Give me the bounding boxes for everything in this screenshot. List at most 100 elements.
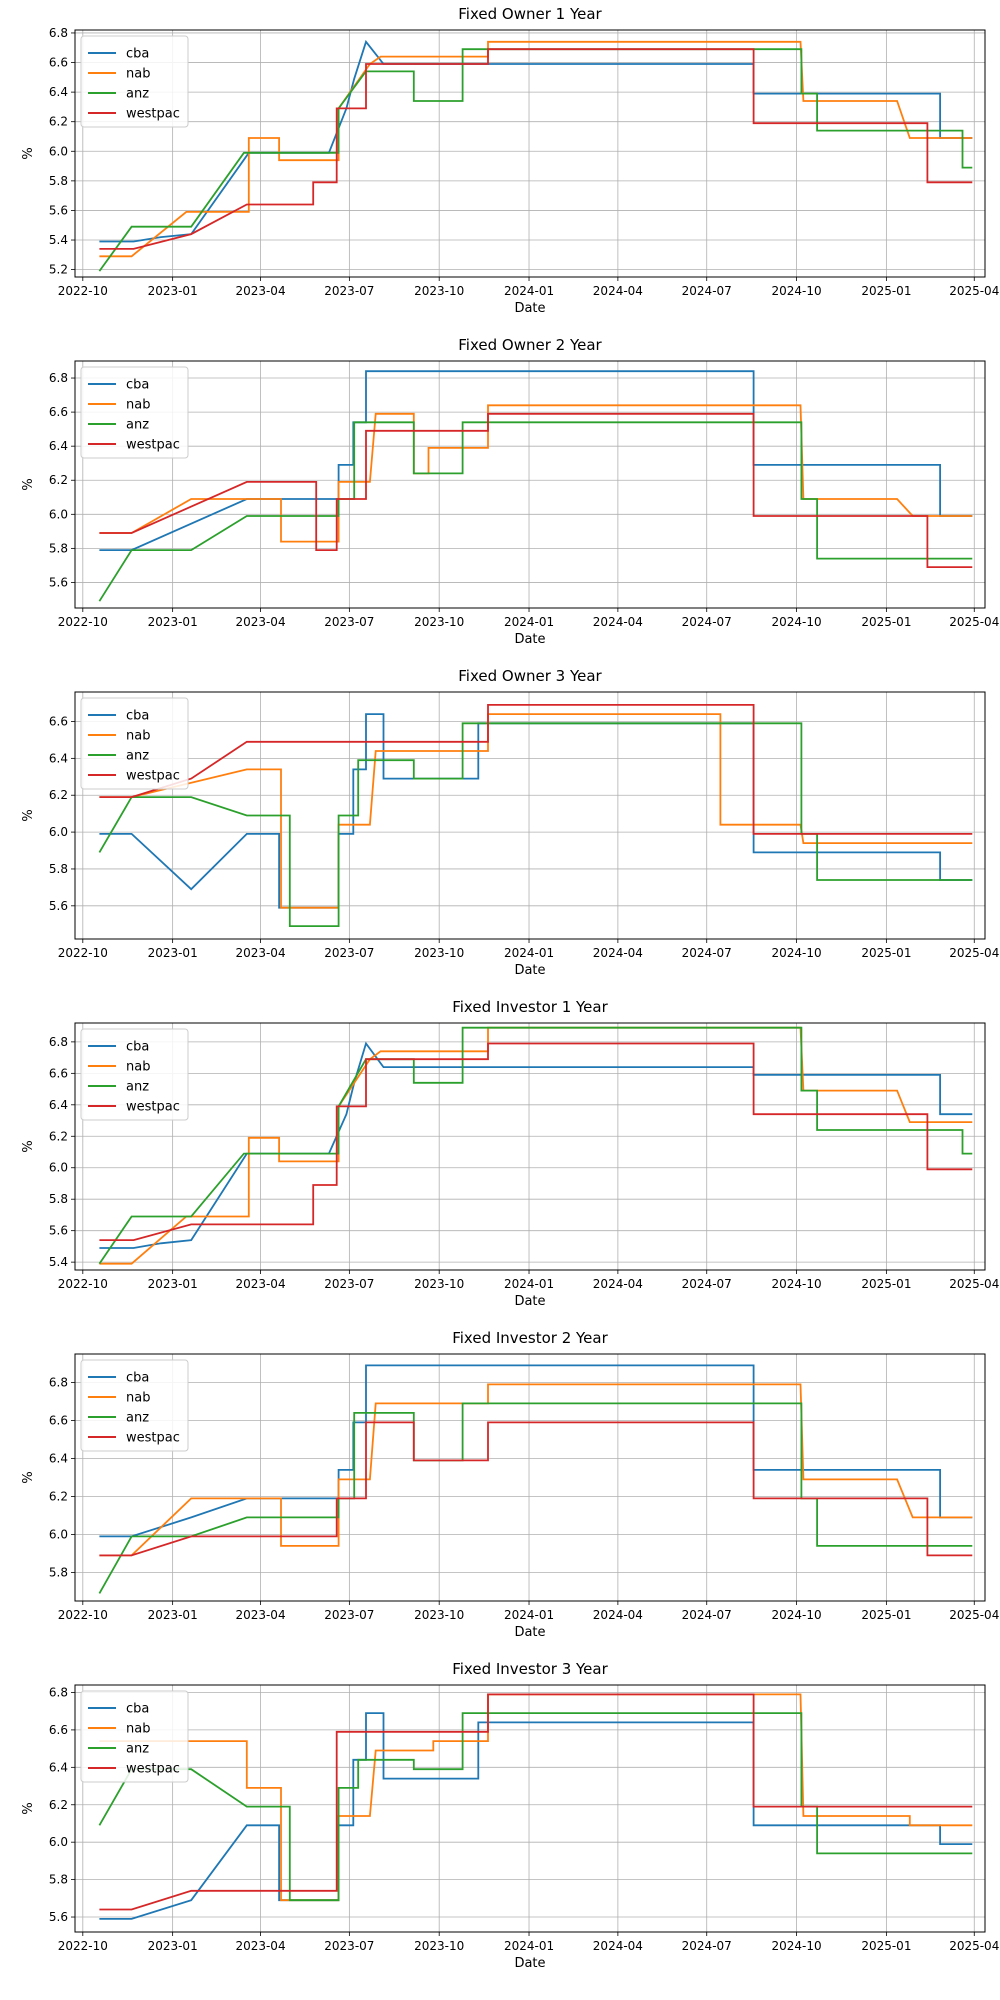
x-tick-label: 2023-04	[235, 1608, 285, 1622]
series-line-anz	[98, 1026, 973, 1265]
x-tick-label: 2023-10	[414, 1608, 464, 1622]
plot-frame	[74, 360, 986, 609]
y-tick-label: 6.4	[49, 751, 68, 765]
legend: cba nab anz westpac	[80, 697, 189, 790]
x-tick-label: 2024-04	[593, 284, 643, 298]
chart-title: Fixed Owner 3 Year	[458, 667, 602, 685]
x-tick-label: 2023-07	[324, 615, 374, 629]
series-line-westpac	[99, 412, 973, 569]
y-tick-label: 5.8	[49, 1873, 68, 1887]
y-tick-label: 6.6	[49, 1066, 68, 1080]
x-tick-label: 2022-10	[58, 1939, 108, 1953]
legend-label-westpac: westpac	[126, 769, 180, 784]
x-tick-label: 2024-10	[771, 946, 821, 960]
y-axis-label: %	[21, 1802, 36, 1814]
series-line-westpac	[99, 1693, 973, 1911]
x-tick-label: 2024-01	[504, 284, 554, 298]
x-tick-label: 2023-07	[324, 284, 374, 298]
x-tick-label: 2024-01	[504, 1608, 554, 1622]
y-tick-label: 6.6	[49, 1723, 68, 1737]
y-tick-label: 6.8	[49, 1035, 68, 1049]
y-axis-label: %	[21, 1471, 36, 1483]
x-tick-label: 2024-10	[771, 284, 821, 298]
x-tick-label: 2023-10	[414, 284, 464, 298]
x-tick-label: 2022-10	[58, 284, 108, 298]
y-tick-label: 5.8	[49, 174, 68, 188]
x-tick-label: 2024-04	[593, 615, 643, 629]
y-tick-label: 6.4	[49, 1098, 68, 1112]
x-axis-label: Date	[514, 632, 545, 647]
x-tick-label: 2022-10	[58, 615, 108, 629]
series-line-anz	[98, 48, 973, 272]
x-tick-label: 2023-01	[148, 1277, 198, 1291]
y-tick-label: 5.6	[49, 899, 68, 913]
legend-label-anz: anz	[126, 1742, 149, 1757]
x-tick-label: 2025-01	[861, 1939, 911, 1953]
x-tick-label: 2022-10	[58, 946, 108, 960]
x-tick-label: 2025-01	[861, 1608, 911, 1622]
legend-label-cba: cba	[126, 378, 149, 393]
x-tick-label: 2023-10	[414, 1939, 464, 1953]
chart-title: Fixed Investor 3 Year	[452, 1660, 608, 1678]
x-tick-label: 2024-01	[504, 1939, 554, 1953]
series-line-westpac	[99, 704, 973, 835]
series-line-cba	[99, 1364, 973, 1538]
y-tick-label: 6.0	[49, 1528, 68, 1542]
chart-title: Fixed Investor 2 Year	[452, 1329, 608, 1347]
y-tick-label: 5.8	[49, 541, 68, 555]
legend-box	[80, 1028, 189, 1121]
x-tick-label: 2025-01	[861, 615, 911, 629]
legend-box	[80, 1359, 189, 1452]
x-tick-label: 2023-10	[414, 946, 464, 960]
y-tick-label: 5.6	[49, 575, 68, 589]
series-line-nab	[99, 404, 973, 543]
x-tick-label: 2025-04	[949, 1939, 999, 1953]
x-tick-label: 2023-10	[414, 615, 464, 629]
y-tick-label: 6.2	[49, 473, 68, 487]
y-tick-label: 5.8	[49, 862, 68, 876]
y-tick-label: 5.6	[49, 1910, 68, 1924]
x-tick-label: 2024-01	[504, 946, 554, 960]
x-tick-label: 2023-01	[148, 615, 198, 629]
y-tick-label: 6.8	[49, 371, 68, 385]
x-tick-label: 2025-04	[949, 284, 999, 298]
x-tick-label: 2024-04	[593, 946, 643, 960]
chart-panel: Fixed Owner 1 Year 2022-10 2023-01 2023-04 2…	[21, 5, 999, 316]
legend-label-westpac: westpac	[126, 1762, 180, 1777]
y-tick-label: 6.4	[49, 1452, 68, 1466]
plot-frame	[74, 1684, 986, 1933]
x-tick-label: 2022-10	[58, 1608, 108, 1622]
x-tick-label: 2025-01	[861, 946, 911, 960]
x-tick-label: 2023-07	[324, 1939, 374, 1953]
y-tick-label: 5.6	[49, 203, 68, 217]
x-tick-label: 2025-04	[949, 615, 999, 629]
legend: cba nab anz westpac	[80, 35, 189, 128]
series-line-nab	[99, 1026, 973, 1265]
y-axis-label: %	[21, 478, 36, 490]
x-tick-label: 2024-01	[504, 1277, 554, 1291]
series-line-nab	[99, 1693, 973, 1902]
y-tick-label: 5.6	[49, 1224, 68, 1238]
y-tick-label: 6.6	[49, 714, 68, 728]
x-tick-label: 2024-01	[504, 615, 554, 629]
x-tick-label: 2023-10	[414, 1277, 464, 1291]
legend-label-nab: nab	[126, 1391, 150, 1406]
plot-frame	[74, 29, 986, 278]
y-tick-label: 6.2	[49, 1129, 68, 1143]
chart-panel: Fixed Investor 2 Year 2022-10 2023-01 2023-…	[21, 1329, 999, 1640]
y-tick-label: 6.4	[49, 85, 68, 99]
chart-title: Fixed Owner 2 Year	[458, 336, 602, 354]
x-tick-label: 2025-01	[861, 1277, 911, 1291]
legend-label-cba: cba	[126, 47, 149, 62]
legend-label-cba: cba	[126, 1702, 149, 1717]
legend-label-nab: nab	[126, 398, 150, 413]
x-tick-label: 2023-01	[148, 284, 198, 298]
chart-panel: Fixed Owner 2 Year 2022-10 2023-01 2023-04 2…	[21, 336, 999, 647]
y-tick-label: 6.6	[49, 56, 68, 70]
plot-frame	[74, 1353, 986, 1602]
y-tick-label: 5.2	[49, 263, 68, 277]
series-line-cba	[99, 370, 973, 552]
series-line-nab	[99, 1383, 973, 1557]
y-tick-label: 6.2	[49, 1798, 68, 1812]
x-tick-label: 2023-01	[148, 1608, 198, 1622]
